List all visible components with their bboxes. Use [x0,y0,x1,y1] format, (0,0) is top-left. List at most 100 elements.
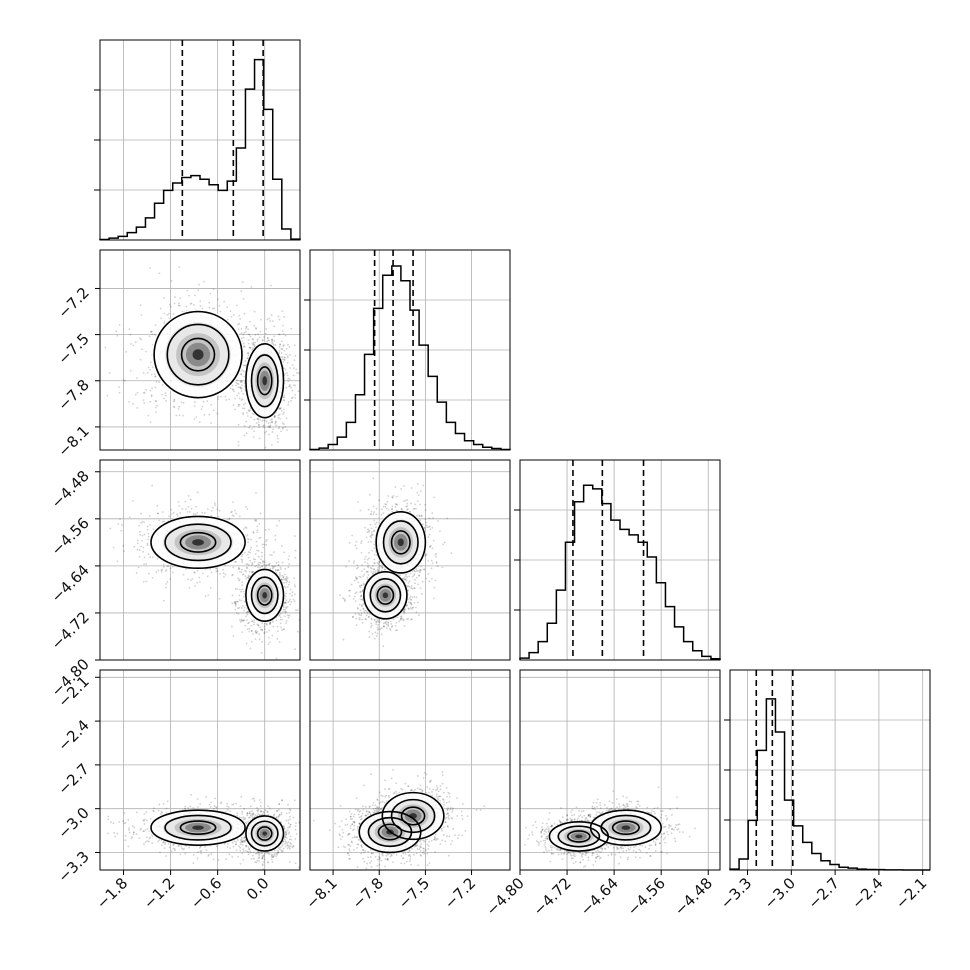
pair-1-0-point [238,403,241,406]
pair-2-1-point [420,514,423,517]
pair-2-0-point [255,632,258,634]
pair-2-1-point [423,527,426,530]
pair-2-0-point [285,578,288,581]
pair-2-1-point [398,620,401,623]
pair-2-0-point [274,534,277,537]
pair-1-0-point [281,310,284,313]
pair-1-0-point [190,302,193,305]
pair-2-0-point [239,588,241,591]
pair-1-0-point [257,421,260,423]
pair-2-0-point [268,562,271,565]
pair-2-0-point [278,571,281,574]
pair-1-0-point [240,389,243,392]
pair-1-0-point [251,412,254,415]
pair-2-0-point [214,504,216,507]
pair-1-0-point [165,400,167,402]
pair-1-0-point [284,356,287,359]
pair-panel-1-0 [99,249,301,451]
pair-2-1-point [405,604,408,606]
pair-2-0-point [235,512,238,515]
pair-1-0-point [244,402,247,405]
pair-2-1-point [385,620,388,623]
pair-2-0-point [215,570,218,573]
pair-2-0-point [242,605,244,607]
pair-2-0-point [209,586,212,589]
pair-2-1-point [359,590,362,593]
pair-2-1-point [411,607,414,609]
pair-1-0-contour-1-2 [256,366,273,396]
pair-2-1-point [400,508,403,511]
pair-2-0-point [218,509,221,512]
pair-1-0-point [282,396,285,399]
pair-2-1-point [365,609,367,612]
pair-1-0-point [283,349,286,352]
pair-2-0-point [145,580,148,583]
pair-1-0-point [156,404,159,407]
pair-1-0-point [240,332,243,335]
pair-2-0-point [246,610,249,613]
pair-1-0-point [247,354,250,357]
pair-1-0-point [132,403,134,405]
pair-2-0-point [257,624,260,627]
pair-2-1-point [423,568,425,571]
pair-2-0-point [143,521,146,524]
pair-2-0-point [238,567,241,570]
pair-2-1-point [371,633,374,635]
pair-1-0-point [260,318,262,321]
pair-2-1-point [369,513,372,516]
pair-1-0-point [255,422,258,425]
pair-1-0-point [142,372,145,374]
pair-2-0-point [234,588,237,590]
pair-1-0-point [293,367,295,370]
pair-1-0-point [261,339,264,342]
pair-2-1-point [351,616,354,618]
pair-1-0-point [283,359,286,362]
pair-2-0-point [128,516,131,519]
pair-1-0-point [254,327,257,329]
pair-1-0-point [153,373,156,375]
pair-2-1-point [363,611,366,614]
pair-1-0-point [236,394,239,397]
pair-2-0-point [216,570,219,572]
pair-1-0-point [241,398,244,401]
pair-1-0-point [242,412,245,414]
pair-2-0-point [267,643,270,646]
pair-2-0-point [230,511,232,514]
pair-2-0-point [283,551,286,554]
pair-2-0-point [237,566,240,569]
pair-2-1-point [408,580,411,583]
pair-2-0-point [245,563,248,566]
pair-2-0-point [246,613,249,616]
pair-2-0-point [148,514,151,517]
pair-1-0-point [198,283,201,286]
pair-2-0-point [259,512,262,515]
pair-2-1-point [367,570,369,573]
pair-2-1-point [413,601,416,604]
pair-2-1-point [441,543,444,546]
pair-2-1-point [368,529,370,532]
pair-2-0-point [237,577,239,580]
pair-1-0-point [243,331,246,334]
pair-2-0-point [232,634,235,637]
pair-2-0-point [133,545,136,548]
pair-1-0-point [278,333,280,336]
pair-1-0-point [148,335,151,338]
pair-1-0-point [288,378,291,381]
pair-1-0-point [122,378,125,381]
pair-2-0-point [147,538,149,541]
pair-2-0-point [245,642,248,645]
pair-2-1-point [365,618,367,621]
pair-2-0-point [284,578,286,580]
pair-1-0-point [279,407,282,410]
pair-1-0-point [173,406,176,409]
pair-2-1-point [424,554,427,557]
pair-1-0-point [149,400,152,403]
pair-2-0-point [264,622,267,625]
pair-2-1-point [416,483,419,485]
pair-2-0-point [151,576,154,579]
pair-1-0-point [280,347,283,350]
hist-panel-1 [304,249,511,451]
pair-2-0-point [268,528,270,531]
pair-2-1-point [410,618,413,621]
pair-2-1-point [418,569,421,572]
